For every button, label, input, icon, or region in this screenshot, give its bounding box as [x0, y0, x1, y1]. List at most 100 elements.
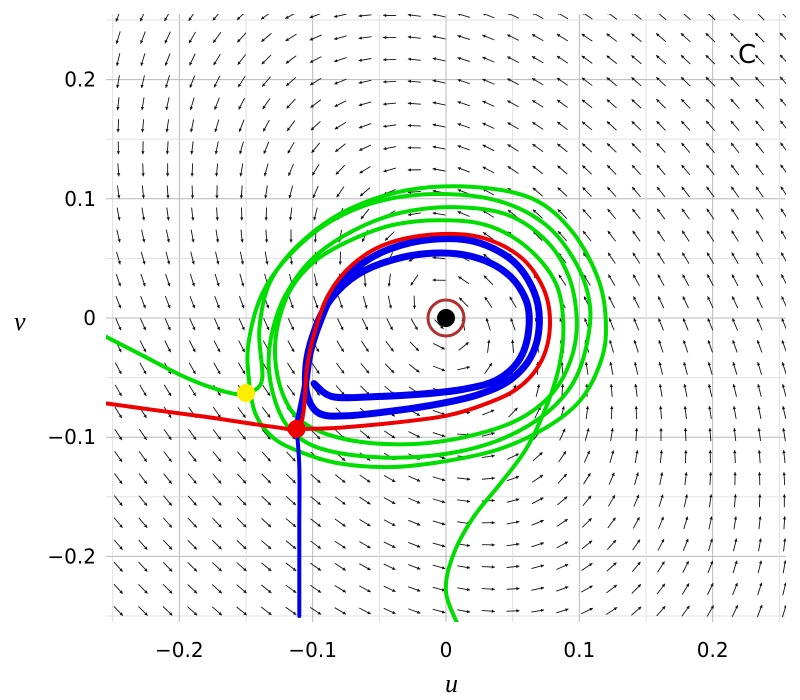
field-arrow: [780, 164, 786, 173]
field-arrow: [681, 252, 690, 264]
field-arrow: [631, 606, 642, 616]
field-arrow: [506, 498, 520, 503]
field-arrow: [680, 98, 691, 109]
field-arrow: [582, 517, 592, 528]
field-arrow: [141, 163, 145, 177]
field-arrow: [482, 78, 495, 85]
field-arrow: [188, 362, 196, 375]
field-arrow: [138, 495, 148, 507]
field-arrow: [334, 518, 346, 527]
field-arrow: [779, 76, 786, 85]
field-arrow: [114, 473, 123, 485]
field-arrow: [286, 451, 296, 462]
field-arrow: [657, 561, 665, 573]
field-arrow: [532, 121, 544, 130]
field-arrow: [754, 54, 765, 65]
field-arrow: [632, 14, 642, 20]
x-tick-label: −0.2: [155, 638, 204, 662]
field-arrow: [481, 565, 495, 569]
field-arrow: [285, 606, 297, 616]
field-arrow: [632, 252, 641, 264]
field-arrow: [165, 119, 170, 133]
field-arrow: [706, 14, 716, 21]
field-arrow: [684, 472, 688, 486]
field-arrow: [286, 120, 296, 132]
y-tick-label: −0.1: [47, 425, 96, 449]
field-arrow: [408, 497, 421, 504]
field-arrow: [656, 98, 666, 109]
field-arrow: [607, 252, 616, 264]
field-arrow: [311, 142, 321, 154]
field-arrow: [337, 318, 344, 331]
field-arrow: [188, 429, 197, 441]
field-arrow: [138, 583, 148, 594]
field-arrow: [457, 123, 470, 129]
field-arrow: [485, 317, 491, 331]
field-arrow: [162, 539, 173, 550]
field-arrow: [680, 120, 691, 131]
field-arrow: [164, 340, 171, 353]
field-arrow: [754, 32, 765, 43]
field-arrow: [683, 516, 689, 530]
field-arrow: [531, 77, 544, 86]
field-arrow: [387, 273, 391, 287]
field-arrow: [708, 405, 712, 419]
field-arrow: [237, 75, 246, 88]
field-arrow: [383, 585, 396, 593]
field-arrow: [606, 539, 617, 550]
field-arrow: [757, 384, 762, 397]
field-arrow: [309, 607, 322, 615]
field-arrow: [383, 124, 397, 128]
field-arrow: [707, 538, 713, 552]
field-arrow: [360, 363, 370, 374]
field-arrow: [261, 33, 272, 43]
field-arrow: [656, 230, 666, 242]
field-arrow: [457, 145, 470, 151]
field-arrow: [214, 97, 220, 110]
field-arrow: [190, 251, 195, 265]
field-arrow: [707, 361, 713, 375]
field-arrow: [337, 295, 343, 309]
field-arrow: [189, 273, 195, 287]
field-arrow: [166, 185, 170, 199]
field-arrow: [656, 186, 666, 198]
field-arrow: [334, 78, 347, 85]
field-arrow: [755, 186, 764, 198]
field-arrow: [285, 518, 297, 528]
field-arrow: [532, 187, 543, 197]
field-arrow: [384, 231, 395, 241]
field-arrow: [310, 584, 322, 593]
field-arrow: [507, 122, 519, 130]
field-arrow: [166, 207, 170, 221]
field-arrow: [609, 361, 614, 375]
field-arrow: [141, 119, 145, 133]
field-arrow: [408, 542, 421, 548]
field-arrow: [780, 186, 786, 196]
field-arrow: [408, 586, 421, 592]
field-arrow: [507, 100, 519, 108]
field-arrow: [236, 32, 247, 43]
field-arrow: [113, 517, 123, 529]
field-arrow: [213, 53, 221, 66]
field-arrow: [363, 273, 367, 287]
field-arrow: [163, 473, 173, 485]
field-arrow: [116, 207, 121, 221]
field-arrow: [139, 384, 147, 397]
field-arrow: [682, 340, 689, 353]
field-arrow: [680, 54, 691, 65]
field-arrow: [310, 518, 322, 528]
field-arrow: [432, 123, 446, 128]
field-arrow: [141, 141, 145, 155]
field-arrow: [681, 164, 691, 176]
field-arrow: [731, 230, 739, 242]
field-arrow: [359, 430, 371, 439]
field-arrow: [510, 317, 516, 331]
field-arrow: [783, 538, 786, 552]
field-arrow: [606, 55, 618, 64]
field-arrow: [608, 472, 615, 485]
field-arrow: [187, 584, 198, 594]
field-arrow: [263, 141, 270, 155]
field-arrow: [506, 453, 520, 460]
field-arrow: [756, 604, 763, 618]
trajectory-series-2: [294, 426, 302, 618]
